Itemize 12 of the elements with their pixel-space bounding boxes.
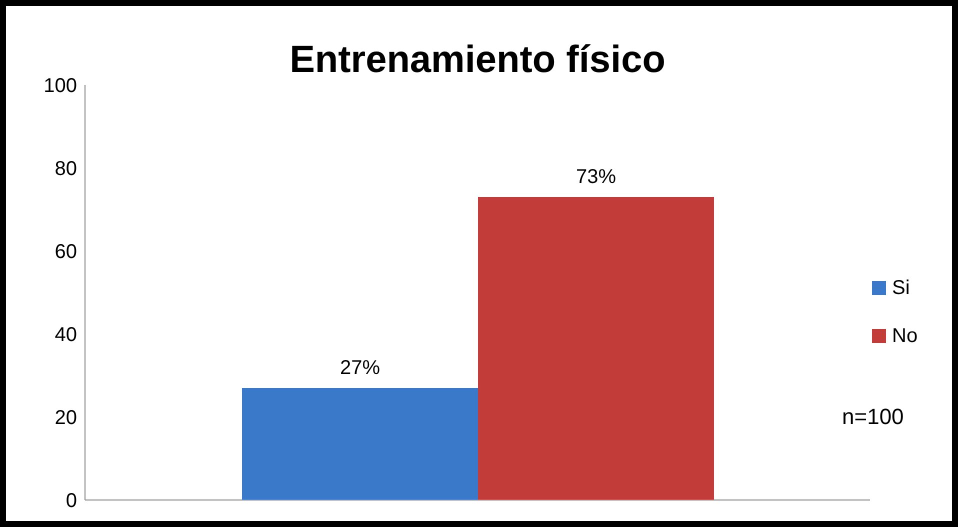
legend-label: Si <box>892 276 910 300</box>
y-tick-label: 100 <box>44 75 77 98</box>
data-label: 73% <box>576 166 616 188</box>
y-tick-label: 80 <box>54 158 77 180</box>
data-label: 27% <box>340 356 380 379</box>
y-tick-label: 60 <box>54 241 77 264</box>
chart-title: Entrenamiento físico <box>288 38 666 82</box>
y-tick-label: 40 <box>54 324 77 346</box>
legend-label: No <box>892 324 918 348</box>
annotation: n=100 <box>842 404 904 430</box>
y-tick-label: 20 <box>54 407 77 430</box>
y-tick-label: 0 <box>66 490 77 512</box>
